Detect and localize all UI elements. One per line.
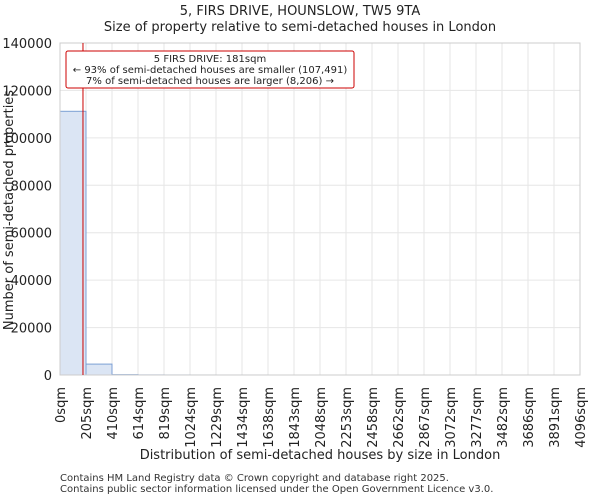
x-tick-label: 1843sqm bbox=[288, 387, 303, 448]
x-tick-label: 1638sqm bbox=[262, 387, 277, 448]
x-axis-label: Distribution of semi-detached houses by … bbox=[140, 448, 501, 463]
x-tick-label: 2867sqm bbox=[418, 387, 433, 448]
x-tick-label: 3686sqm bbox=[522, 387, 537, 448]
annotation-box bbox=[65, 50, 355, 89]
y-tick-label: 80000 bbox=[11, 179, 52, 194]
annotation-line-1: 5 FIRS DRIVE: 181sqm bbox=[154, 54, 266, 65]
bar-205sqm bbox=[85, 363, 113, 376]
y-tick-label: 40000 bbox=[11, 274, 52, 289]
x-axis-ticks: 0sqm 205sqm 410sqm 614sqm 819sqm 1024sqm 1229s… bbox=[54, 387, 589, 448]
x-tick-label: 2662sqm bbox=[392, 387, 407, 448]
y-tick-label: 120000 bbox=[2, 84, 52, 99]
x-tick-label: 1434sqm bbox=[236, 387, 251, 448]
x-tick-label: 2458sqm bbox=[366, 387, 381, 448]
y-tick-label: 0 bbox=[44, 369, 52, 384]
grid-lines bbox=[59, 42, 581, 376]
x-tick-label: 3891sqm bbox=[548, 387, 563, 448]
y-tick-label: 100000 bbox=[2, 132, 52, 147]
x-tick-label: 4096sqm bbox=[574, 387, 589, 448]
x-tick-label: 2048sqm bbox=[314, 387, 329, 448]
x-tick-label: 1024sqm bbox=[184, 387, 199, 448]
x-tick-label: 0sqm bbox=[54, 387, 69, 423]
x-tick-label: 205sqm bbox=[80, 387, 95, 440]
x-tick-label: 1229sqm bbox=[210, 387, 225, 448]
y-tick-label: 60000 bbox=[11, 227, 52, 242]
chart-title: 5, FIRS DRIVE, HOUNSLOW, TW5 9TA bbox=[179, 4, 421, 19]
x-tick-label: 3277sqm bbox=[470, 387, 485, 448]
chart-subtitle: Size of property relative to semi-detach… bbox=[103, 20, 497, 35]
x-tick-label: 410sqm bbox=[106, 387, 121, 440]
annotation-line-3: 7% of semi-detached houses are larger (8… bbox=[86, 76, 334, 87]
y-axis-label: Number of semi-detached properties bbox=[2, 90, 17, 330]
y-axis-ticks: 0 20000 40000 60000 80000 100000 120000 140000 bbox=[2, 37, 52, 384]
y-tick-label: 20000 bbox=[11, 322, 52, 337]
bar-0sqm bbox=[59, 110, 87, 376]
plot-frame bbox=[59, 42, 581, 376]
x-tick-label: 614sqm bbox=[132, 387, 147, 440]
footer-line-2: Contains public sector information licen… bbox=[60, 484, 494, 495]
x-tick-label: 3482sqm bbox=[496, 387, 511, 448]
x-tick-label: 819sqm bbox=[158, 387, 173, 440]
footer-line-1: Contains HM Land Registry data © Crown c… bbox=[60, 473, 449, 484]
x-tick-label: 3072sqm bbox=[444, 387, 459, 448]
y-tick-label: 140000 bbox=[2, 37, 52, 52]
x-tick-label: 2253sqm bbox=[340, 387, 355, 448]
annotation-line-2: ← 93% of semi-detached houses are smalle… bbox=[73, 65, 348, 76]
